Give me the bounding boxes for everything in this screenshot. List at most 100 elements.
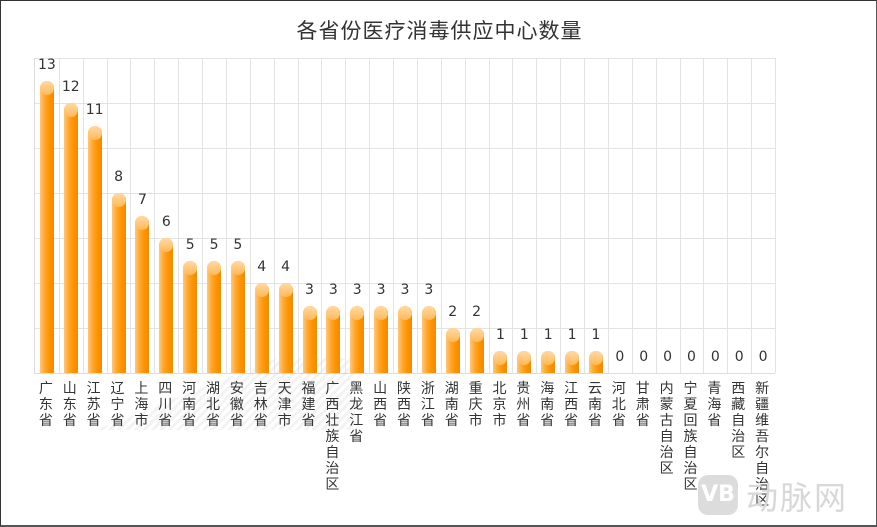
x-tick-label: 重庆市 xyxy=(468,381,483,429)
data-label: 3 xyxy=(328,281,338,298)
bar-cap xyxy=(374,305,389,320)
bar-cap xyxy=(469,328,484,342)
bar[interactable] xyxy=(39,80,54,373)
data-label: 1 xyxy=(567,326,577,343)
v-gridline xyxy=(393,58,394,373)
x-tick-label: 陕西省 xyxy=(397,381,411,429)
bar-cap xyxy=(517,350,532,365)
bar-cap xyxy=(588,350,603,365)
bar-cap xyxy=(159,238,174,252)
data-label: 4 xyxy=(281,259,291,275)
v-gridline xyxy=(107,58,108,373)
bar[interactable] xyxy=(588,350,603,373)
v-gridline xyxy=(560,58,561,373)
bar[interactable] xyxy=(302,305,317,373)
bar[interactable] xyxy=(207,260,222,373)
bar-cap xyxy=(565,350,580,365)
v-gridline xyxy=(465,58,466,373)
data-label: 2 xyxy=(472,304,482,320)
bar-cap xyxy=(183,260,198,275)
v-gridline xyxy=(130,58,131,373)
v-gridline xyxy=(727,58,728,373)
bar[interactable] xyxy=(87,125,102,373)
h-gridline xyxy=(35,58,775,59)
v-gridline xyxy=(202,58,203,373)
x-tick-label: 安徽省 xyxy=(229,381,244,429)
bar-cap xyxy=(302,305,317,320)
bar-cap xyxy=(398,305,412,320)
x-tick-label: 浙江省 xyxy=(420,381,435,429)
bar[interactable] xyxy=(374,305,389,373)
bar[interactable] xyxy=(565,350,580,373)
data-label: 0 xyxy=(639,349,649,365)
bar-cap xyxy=(350,305,365,320)
bar-cap xyxy=(135,215,150,230)
bar[interactable] xyxy=(63,103,78,373)
v-gridline xyxy=(417,58,418,373)
x-tick-label: 青海省 xyxy=(707,381,722,429)
bar[interactable] xyxy=(111,193,126,373)
v-gridline xyxy=(751,58,752,373)
bar[interactable] xyxy=(230,260,245,373)
bar[interactable] xyxy=(469,328,484,373)
data-label: 1 xyxy=(519,326,529,343)
bar[interactable] xyxy=(254,283,269,373)
bar[interactable] xyxy=(493,350,508,373)
h-gridline xyxy=(35,283,775,284)
x-tick-label: 湖北省 xyxy=(206,381,221,429)
x-tick-label: 宁夏回族自治区 xyxy=(683,381,698,493)
data-label: 0 xyxy=(710,349,720,365)
v-gridline xyxy=(632,58,633,373)
bar[interactable] xyxy=(421,305,436,373)
data-label: 1 xyxy=(543,326,553,343)
x-tick-label: 广东省 xyxy=(38,381,53,429)
v-gridline xyxy=(274,58,275,373)
plot-area: 13 12 11 8 7 6 5 5 5 4 4 3 3 3 3 3 3 2 2 1 1 1 1 1 0 0 0 0 0 0 0 xyxy=(34,57,776,430)
bar[interactable] xyxy=(183,260,198,373)
bar[interactable] xyxy=(159,238,174,373)
bar-cap xyxy=(207,260,222,275)
x-tick-label: 河北省 xyxy=(611,381,626,429)
x-tick-label: 贵州省 xyxy=(516,381,531,429)
h-gridline xyxy=(35,193,775,194)
bar-cap xyxy=(326,305,341,320)
bar[interactable] xyxy=(278,283,293,373)
bar-cap xyxy=(230,260,245,275)
bar[interactable] xyxy=(326,305,341,373)
bar-cap xyxy=(445,328,460,342)
v-gridline xyxy=(178,58,179,373)
watermark-logo-icon: VB xyxy=(698,475,738,515)
data-label: 8 xyxy=(114,169,123,185)
data-label: 1 xyxy=(591,326,601,343)
bar-cap xyxy=(111,193,126,207)
data-label: 0 xyxy=(734,349,744,365)
chart-title: 各省份医疗消毒供应中心数量 xyxy=(296,19,583,43)
data-label: 5 xyxy=(185,236,195,253)
bar[interactable] xyxy=(445,328,460,373)
bar[interactable] xyxy=(541,350,556,373)
x-tick-label: 辽宁省 xyxy=(110,381,125,429)
v-gridline xyxy=(656,58,657,373)
bar-cap xyxy=(39,80,54,95)
v-gridline xyxy=(154,58,155,373)
bar[interactable] xyxy=(350,305,365,373)
h-gridline xyxy=(35,103,775,104)
bar[interactable] xyxy=(517,350,532,373)
bar-cap xyxy=(493,350,508,365)
v-gridline xyxy=(584,58,585,373)
bar-cap xyxy=(63,103,78,117)
bar[interactable] xyxy=(135,215,150,373)
data-label: 3 xyxy=(424,281,434,298)
data-label: 5 xyxy=(233,236,243,253)
bar-cap xyxy=(278,283,293,297)
x-tick-label: 云南省 xyxy=(587,381,602,429)
watermark-text: 动脉网 xyxy=(746,479,849,517)
v-gridline xyxy=(83,58,84,373)
data-label: 1 xyxy=(496,326,505,343)
v-gridline xyxy=(512,58,513,373)
bar[interactable] xyxy=(398,305,412,373)
x-tick-label: 西藏自治区 xyxy=(731,381,746,461)
data-label: 0 xyxy=(758,349,768,365)
v-gridline xyxy=(298,58,299,373)
